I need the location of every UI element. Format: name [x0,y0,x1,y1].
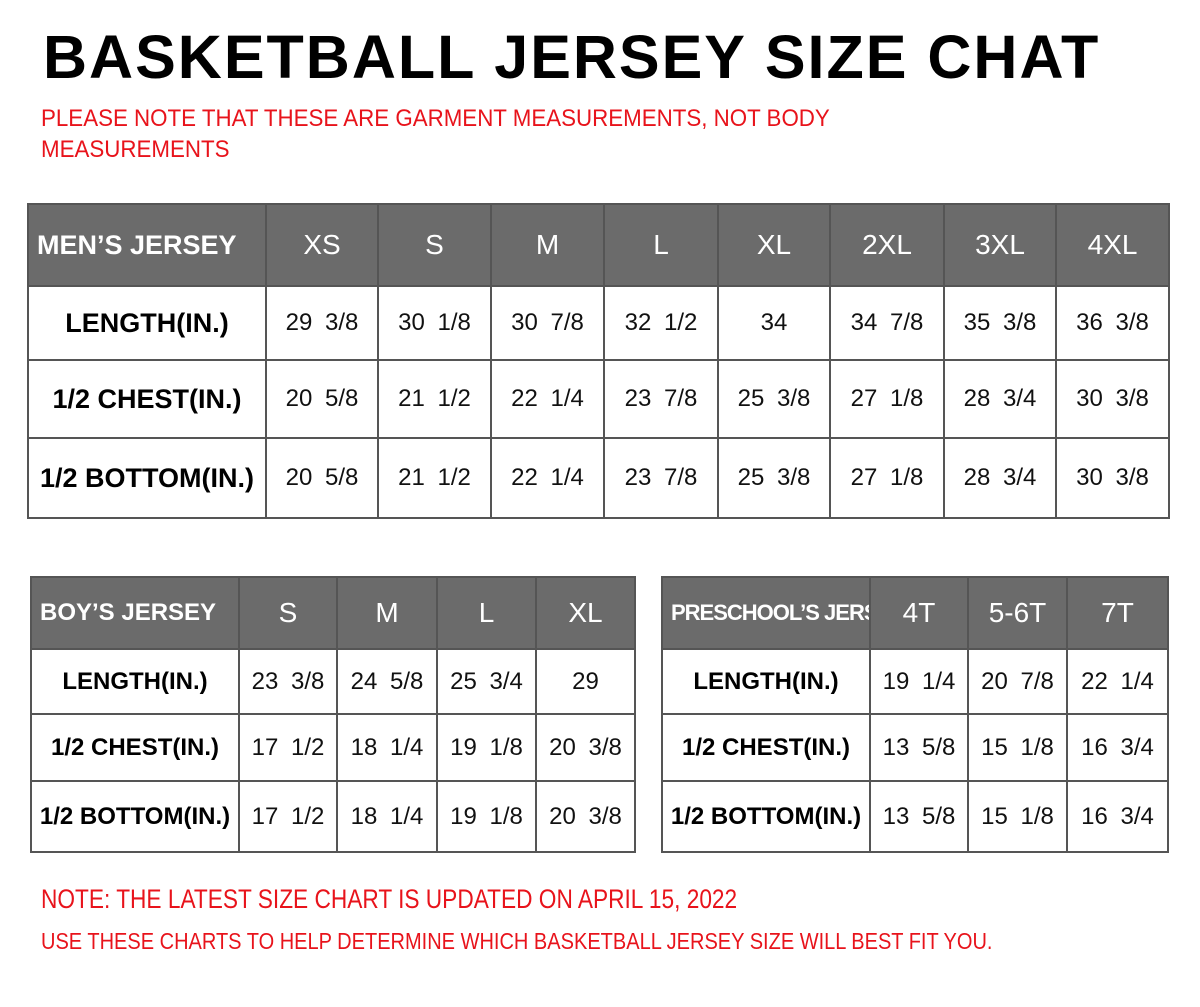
measurement-value: 27 1/8 [829,437,945,519]
size-header: 4XL [1055,203,1170,287]
measurement-value: 20 3/8 [535,713,636,782]
size-header: 3XL [943,203,1057,287]
table-row: LENGTH(IN.) 23 3/8 24 5/8 25 3/4 29 [30,648,636,715]
measurement-value: 36 3/8 [1055,285,1170,361]
measurement-label: 1/2 CHEST(IN.) [27,359,267,439]
table-row: LENGTH(IN.) 29 3/8 30 1/8 30 7/8 32 1/2 34 34 … [27,285,1170,361]
boys-size-table: BOY’S JERSEY S M L XL LENGTH(IN.) 23 3/8 24 5/8… [30,576,636,853]
measurement-value: 20 7/8 [967,648,1068,715]
measurement-value: 34 [717,285,831,361]
measurement-value: 16 3/4 [1066,780,1169,853]
size-header: L [436,576,537,650]
measurement-value: 25 3/4 [436,648,537,715]
header-row: MEN’S JERSEY XS S M L XL 2XL 3XL 4XL [27,203,1170,287]
measurement-value: 17 1/2 [238,713,338,782]
measurement-value: 13 5/8 [869,780,969,853]
measurement-value: 28 3/4 [943,359,1057,439]
preschool-size-table: PRESCHOOL’S JERSEY4T5-6T7TLENGTH(IN.)19 … [661,576,1169,853]
size-header: 2XL [829,203,945,287]
measurement-value: 18 1/4 [336,713,438,782]
update-note: NOTE: THE LATEST SIZE CHART IS UPDATED O… [41,884,738,914]
measurement-value: 35 3/8 [943,285,1057,361]
measurement-value: 34 7/8 [829,285,945,361]
size-header: M [336,576,438,650]
header-row: BOY’S JERSEY S M L XL [30,576,636,650]
measurement-label: 1/2 BOTTOM(IN.) [30,780,240,853]
measurement-value: 20 5/8 [265,359,379,439]
size-header: 4T [869,576,969,650]
table-row: 1/2 BOTTOM(IN.) 20 5/8 21 1/2 22 1/4 23 7/8 2… [27,437,1170,519]
table-row: 1/2 CHEST(IN.) 13 5/8 15 1/8 16 3/4 [661,713,1169,782]
size-header: 5-6T [967,576,1068,650]
measurement-value: 22 1/4 [490,437,605,519]
measurement-value: 22 1/4 [490,359,605,439]
measurement-value: 28 3/4 [943,437,1057,519]
measurement-value: 32 1/2 [603,285,719,361]
table-row: 1/2 BOTTOM(IN.) 17 1/2 18 1/4 19 1/8 20 3/8 [30,780,636,853]
measurement-value: 27 1/8 [829,359,945,439]
measurement-value: 24 5/8 [336,648,438,715]
measurement-value: 25 3/8 [717,437,831,519]
mens-size-table: MEN’S JERSEY XS S M L XL 2XL 3XL 4XL LENGTH(IN.) 2… [27,203,1170,519]
size-header: S [377,203,492,287]
page-title: BASKETBALL JERSEY SIZE CHAT [43,23,1101,91]
measurement-value: 19 1/8 [436,713,537,782]
table-header-label: BOY’S JERSEY [30,576,240,650]
measurement-value: 25 3/8 [717,359,831,439]
table-row: 1/2 BOTTOM(IN.) 13 5/8 15 1/8 16 3/4 [661,780,1169,853]
measurement-label: LENGTH(IN.) [30,648,240,715]
measurement-value: 21 1/2 [377,359,492,439]
measurement-value: 23 3/8 [238,648,338,715]
measurement-value: 13 5/8 [869,713,969,782]
measurement-label: 1/2 CHEST(IN.) [30,713,240,782]
measurement-value: 20 3/8 [535,780,636,853]
size-header: L [603,203,719,287]
measurement-value: 16 3/4 [1066,713,1169,782]
measurement-value: 18 1/4 [336,780,438,853]
size-header: M [490,203,605,287]
measurement-value: 23 7/8 [603,437,719,519]
table-row: 1/2 CHEST(IN.) 20 5/8 21 1/2 22 1/4 23 7/8 25… [27,359,1170,439]
measurement-label: LENGTH(IN.) [27,285,267,361]
measurement-value: 29 3/8 [265,285,379,361]
measurement-value: 23 7/8 [603,359,719,439]
size-header: XL [535,576,636,650]
measurement-label: 1/2 BOTTOM(IN.) [661,780,871,853]
size-header: S [238,576,338,650]
measurement-value: 30 7/8 [490,285,605,361]
measurement-value: 21 1/2 [377,437,492,519]
size-header: 7T [1066,576,1169,650]
measurement-value: 15 1/8 [967,780,1068,853]
measurement-value: 19 1/8 [436,780,537,853]
table-row: 1/2 CHEST(IN.) 17 1/2 18 1/4 19 1/8 20 3/8 [30,713,636,782]
size-header: XL [717,203,831,287]
measurement-label: 1/2 BOTTOM(IN.) [27,437,267,519]
measurement-value: 20 5/8 [265,437,379,519]
garment-note: PLEASE NOTE THAT THESE ARE GARMENT MEASU… [41,105,830,163]
measurement-value: 19 1/4 [869,648,969,715]
table-header-label: PRESCHOOL’S JERSEY [661,576,871,650]
measurement-value: 29 [535,648,636,715]
measurement-value: 30 1/8 [377,285,492,361]
measurement-value: 30 3/8 [1055,359,1170,439]
measurement-label: 1/2 CHEST(IN.) [661,713,871,782]
measurement-value: 17 1/2 [238,780,338,853]
measurement-value: 22 1/4 [1066,648,1169,715]
usage-note: USE THESE CHARTS TO HELP DETERMINE WHICH… [41,928,993,954]
measurement-value: 15 1/8 [967,713,1068,782]
measurement-value: 30 3/8 [1055,437,1170,519]
table-row: LENGTH(IN.) 19 1/4 20 7/8 22 1/4 [661,648,1169,715]
size-header: XS [265,203,379,287]
measurement-label: LENGTH(IN.) [661,648,871,715]
table-header-label: MEN’S JERSEY [27,203,267,287]
